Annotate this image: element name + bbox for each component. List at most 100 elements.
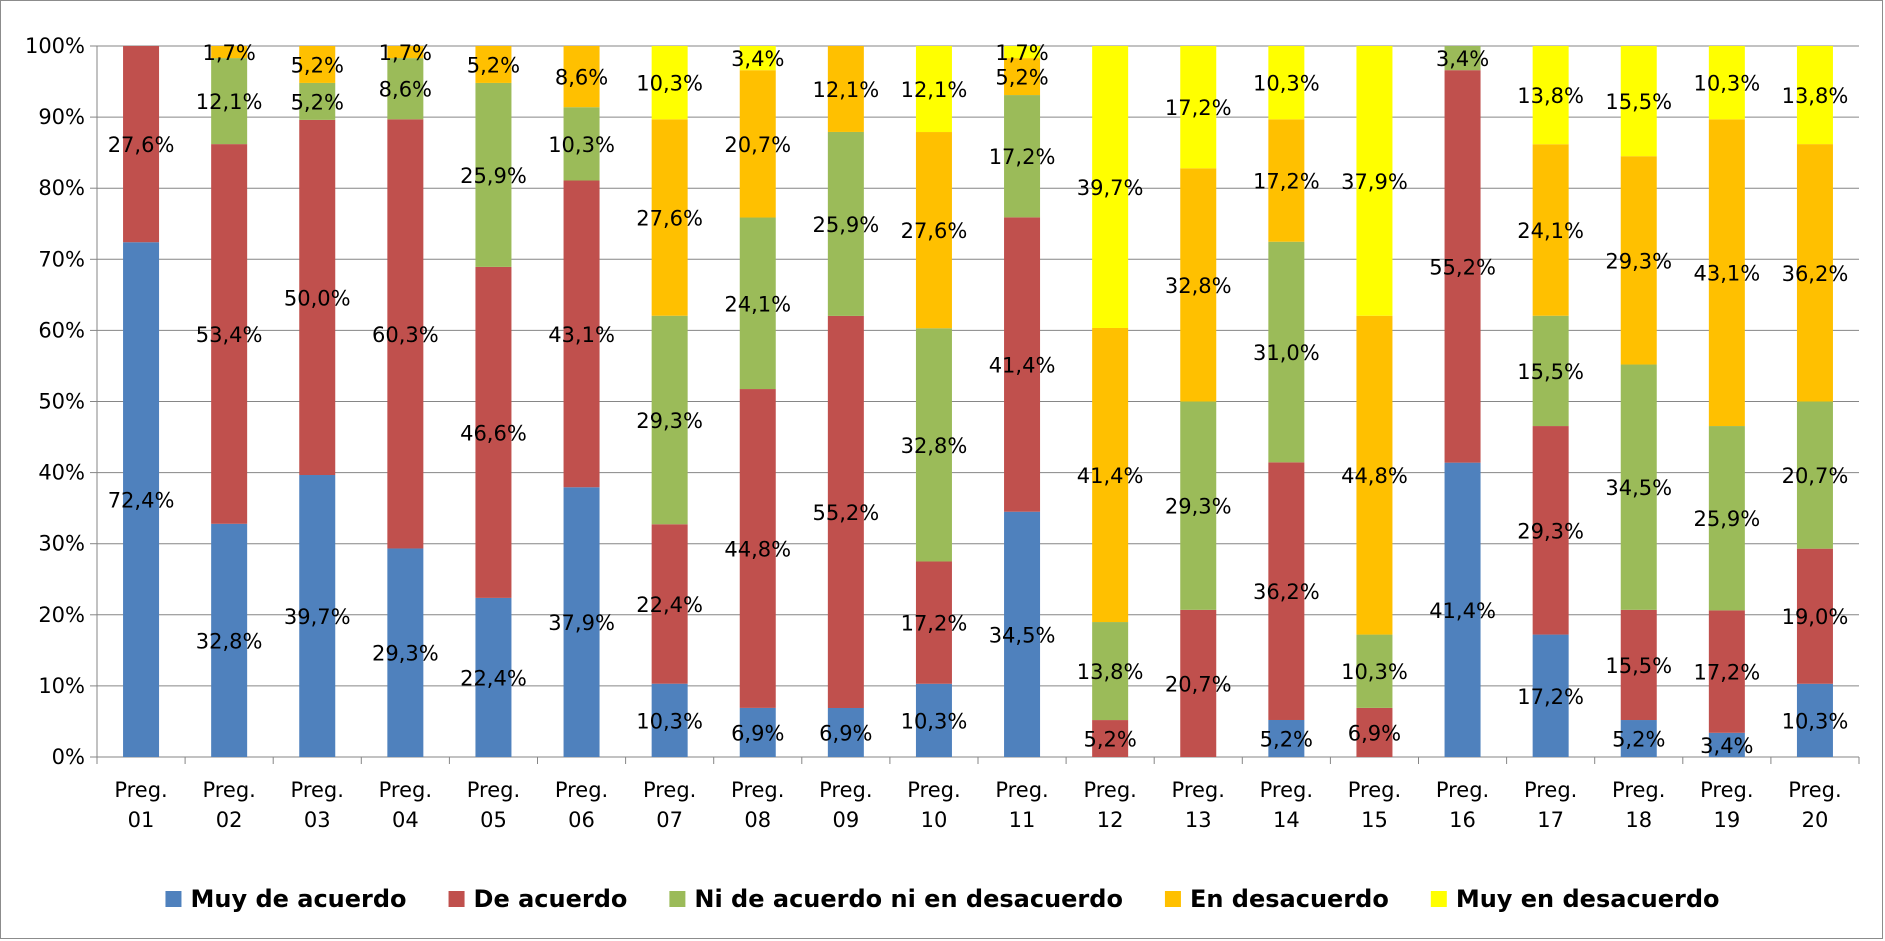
x-tick-label: Preg. 01: [114, 778, 167, 832]
data-label: 41,4%: [1429, 599, 1496, 623]
data-label: 5,2%: [467, 53, 520, 77]
bar-segment: [1620, 156, 1657, 365]
bar-segment: [211, 46, 248, 59]
bar-segment: [1532, 315, 1569, 427]
bar-segment: [211, 58, 248, 145]
data-label: 32,8%: [1165, 274, 1232, 298]
x-tick-label: Preg. 17: [1524, 778, 1577, 832]
data-label: 20,7%: [1782, 464, 1849, 488]
data-label: 10,3%: [1782, 709, 1849, 733]
bar-segment: [1268, 462, 1305, 720]
bar-segment: [123, 242, 160, 758]
data-label: 34,5%: [989, 623, 1056, 647]
data-label: 20,7%: [724, 133, 791, 157]
bar-segment: [739, 46, 776, 71]
data-label: 8,6%: [555, 66, 608, 90]
y-tick-label: 10%: [38, 674, 85, 698]
data-label: 25,9%: [460, 164, 527, 188]
x-tick-label: Preg. 11: [995, 778, 1048, 832]
bar-segment: [299, 46, 336, 83]
bar-segment: [1180, 609, 1217, 757]
data-label: 10,3%: [548, 133, 615, 157]
bar-segment: [299, 475, 336, 757]
data-label: 41,4%: [1077, 464, 1144, 488]
data-label: 25,9%: [1693, 507, 1760, 531]
bar-segment: [1620, 609, 1657, 721]
data-label: 27,6%: [108, 133, 175, 157]
bar-segment: [739, 389, 776, 708]
data-label: 50,0%: [284, 286, 351, 310]
bar-segment: [1004, 95, 1041, 218]
data-label: 29,3%: [372, 642, 439, 666]
bar-segment: [1796, 683, 1833, 757]
data-label: 46,6%: [460, 421, 527, 445]
bar-segment: [563, 487, 600, 757]
data-label: 25,9%: [812, 213, 879, 237]
bar-segment: [1444, 462, 1481, 757]
data-label: 53,4%: [196, 323, 263, 347]
data-label: 29,3%: [636, 409, 703, 433]
bar-segment: [1268, 119, 1305, 242]
bar-segment: [1620, 46, 1657, 157]
data-label: 10,3%: [636, 72, 703, 96]
data-label: 13,8%: [1517, 84, 1584, 108]
bar-segment: [1268, 241, 1305, 463]
bar-segment: [1268, 719, 1305, 757]
bar-segment: [1796, 548, 1833, 684]
data-label: 1,7%: [379, 41, 432, 65]
data-label: 8,6%: [379, 78, 432, 102]
bar-segment: [475, 266, 512, 598]
bar-segment: [651, 46, 688, 120]
bar-segment: [1268, 46, 1305, 120]
bar-segment: [1708, 46, 1745, 120]
legend-swatch: [448, 891, 465, 907]
bar-segment: [1092, 46, 1129, 328]
data-label: 36,2%: [1782, 262, 1849, 286]
y-tick-label: 90%: [38, 105, 85, 129]
legend-label: Muy de acuerdo: [190, 885, 406, 913]
y-tick-label: 40%: [38, 461, 85, 485]
bar-segment: [387, 119, 424, 549]
bar-segment: [1708, 610, 1745, 733]
bar-segment: [299, 119, 336, 476]
data-labels: 72,4% 27,6% 32,8% 53,4% 12,1% 1,7% 39,7% 50,0% 5…: [108, 41, 1849, 758]
data-label: 1,7%: [995, 41, 1048, 65]
bar-segment: [1092, 327, 1129, 623]
data-label: 27,6%: [636, 207, 703, 231]
data-label: 44,8%: [724, 537, 791, 561]
x-tick-label: Preg. 10: [907, 778, 960, 832]
x-tick-label: Preg. 13: [1172, 778, 1225, 832]
x-tick-label: Preg. 03: [291, 778, 344, 832]
x-tick-label: Preg. 18: [1612, 778, 1665, 832]
data-label: 22,4%: [636, 593, 703, 617]
data-label: 12,1%: [812, 78, 879, 102]
bar-segment: [827, 46, 864, 132]
bar-segment: [1620, 364, 1657, 610]
data-label: 10,3%: [1693, 72, 1760, 96]
bar-segment: [1532, 144, 1569, 316]
data-label: 10,3%: [636, 709, 703, 733]
bar-segment: [1004, 511, 1041, 757]
bar-segment: [211, 144, 248, 524]
data-label: 10,3%: [901, 709, 968, 733]
bar-segment: [1180, 46, 1217, 169]
data-label: 10,3%: [1253, 72, 1320, 96]
data-label: 12,1%: [901, 78, 968, 102]
bar-segment: [651, 683, 688, 757]
data-label: 6,9%: [1348, 721, 1401, 745]
legend: Muy de acuerdo De acuerdo Ni de acuerdo ni…: [165, 885, 1720, 913]
bar-segment: [915, 132, 952, 329]
x-tick-label: Preg. 07: [643, 778, 696, 832]
bar-segment: [827, 131, 864, 316]
bar-segment: [123, 46, 160, 243]
data-label: 1,7%: [202, 41, 255, 65]
data-label: 55,2%: [812, 501, 879, 525]
x-tick-label: Preg. 19: [1700, 778, 1753, 832]
bar-segment: [475, 46, 512, 83]
data-label: 32,8%: [196, 629, 263, 653]
bar-segment: [1356, 634, 1393, 708]
bar-segment: [1532, 426, 1569, 635]
x-tick-label: Preg. 06: [555, 778, 608, 832]
data-label: 13,8%: [1077, 660, 1144, 684]
